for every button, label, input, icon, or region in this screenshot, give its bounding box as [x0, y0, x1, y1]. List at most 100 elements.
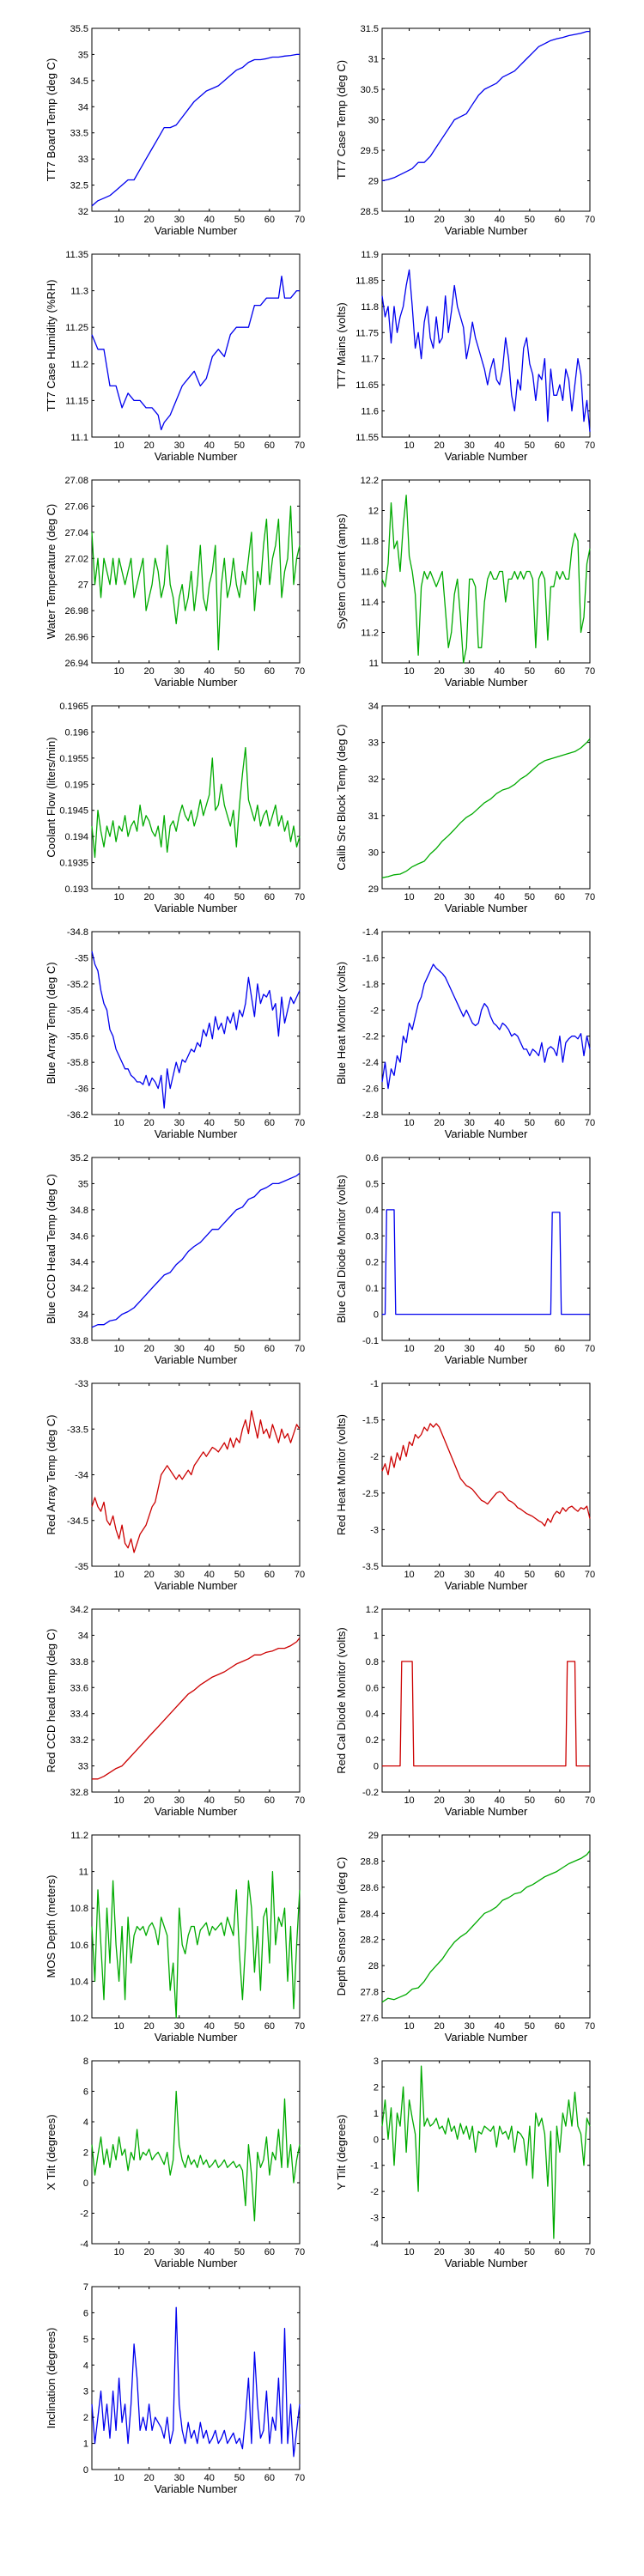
y-tick-label: -2.6 — [362, 1084, 379, 1095]
x-tick-label: 60 — [264, 1570, 275, 1580]
y-tick-label: 35.2 — [70, 1153, 88, 1163]
x-tick-label: 60 — [264, 2021, 275, 2032]
y-axis-label: Blue Cal Diode Monitor (volts) — [335, 1175, 348, 1323]
series-line — [91, 747, 301, 859]
x-axis-label: Variable Number — [155, 1127, 238, 1140]
x-tick-label: 10 — [404, 1344, 414, 1354]
y-tick-label: 27.06 — [64, 501, 88, 512]
y-tick-label: -35.8 — [67, 1058, 88, 1068]
x-tick-label: 60 — [555, 892, 565, 902]
y-tick-label: 1 — [83, 2439, 88, 2450]
plot-frame — [91, 479, 301, 664]
y-tick-label: 29 — [368, 177, 379, 187]
subplot-15: 10 20 30 40 50 60 70 32.8 33 33.2 33.4 33.6 33.8 34 34… — [45, 1605, 305, 1818]
x-tick-label: 50 — [525, 1570, 535, 1580]
x-tick-label: 70 — [585, 2021, 595, 2032]
x-tick-label: 50 — [525, 2021, 535, 2032]
x-axis-label: Variable Number — [445, 2031, 528, 2044]
x-tick-label: 10 — [404, 440, 414, 451]
y-tick-label: 4 — [83, 2117, 88, 2128]
y-tick-label: 11.3 — [70, 287, 88, 297]
series-line — [381, 30, 590, 182]
subplot-19: 10 20 30 40 50 60 70 -4 -2 0 2 4 6 8 Variable Number X … — [45, 2057, 305, 2269]
y-tick-label: -3 — [370, 2214, 379, 2224]
y-tick-label: 2 — [374, 2082, 379, 2093]
x-tick-label: 40 — [204, 2247, 215, 2257]
y-tick-label: 32 — [368, 775, 379, 785]
y-tick-label: 0 — [374, 1762, 379, 1772]
x-tick-label: 70 — [585, 1795, 595, 1806]
x-tick-label: 10 — [113, 666, 124, 677]
y-tick-label: -2 — [370, 1005, 379, 1016]
y-axis-label: Coolant Flow (liters/min) — [45, 737, 58, 857]
series-line — [91, 1410, 301, 1553]
y-tick-label: 11 — [369, 659, 379, 669]
y-tick-label: -1.6 — [362, 953, 379, 963]
x-tick-label: 70 — [295, 2247, 305, 2257]
y-tick-label: 11.55 — [355, 433, 379, 443]
x-tick-label: 20 — [434, 2021, 445, 2032]
x-axis-label: Variable Number — [155, 224, 238, 237]
y-tick-label: 11.35 — [65, 250, 88, 260]
y-tick-label: 34 — [368, 702, 379, 712]
y-tick-label: -36 — [75, 1084, 88, 1095]
subplot-18: 10 20 30 40 50 60 70 27.6 27.8 28 28.2 28.4 28.6 28.8… — [335, 1831, 595, 2044]
y-tick-label: 33 — [368, 738, 379, 749]
x-tick-label: 40 — [204, 2473, 215, 2483]
x-tick-label: 50 — [234, 440, 245, 451]
x-tick-label: 50 — [234, 666, 245, 677]
y-tick-label: 11 — [79, 1868, 88, 1878]
y-tick-label: 0.5 — [366, 1179, 379, 1189]
y-tick-label: 0.1955 — [59, 754, 88, 764]
y-tick-label: 2 — [83, 2413, 88, 2423]
x-tick-label: 10 — [113, 2021, 124, 2032]
x-tick-label: 40 — [204, 1344, 215, 1354]
x-tick-label: 60 — [555, 215, 565, 225]
x-tick-label: 30 — [174, 2473, 185, 2483]
x-axis-label: Variable Number — [155, 450, 238, 463]
subplot-5: 10 20 30 40 50 60 70 26.94 26.96 26.98 27 27.02 27.0… — [45, 476, 305, 689]
x-tick-label: 50 — [234, 1118, 245, 1128]
x-tick-label: 20 — [144, 1118, 155, 1128]
y-tick-label: 11.8 — [361, 537, 379, 547]
y-axis-label: Blue CCD Head Temp (deg C) — [45, 1174, 58, 1324]
x-tick-label: 50 — [525, 1795, 535, 1806]
series-line — [91, 1172, 301, 1328]
x-axis-label: Variable Number — [155, 2257, 238, 2269]
y-tick-label: 0.2 — [366, 1735, 379, 1746]
x-tick-label: 60 — [555, 2247, 565, 2257]
y-tick-label: 0.1 — [366, 1284, 379, 1294]
x-tick-label: 10 — [113, 215, 124, 225]
y-tick-label: 10.8 — [70, 1904, 88, 1914]
x-axis-label: Variable Number — [445, 224, 528, 237]
y-tick-label: -4 — [80, 2239, 88, 2250]
series-line — [91, 53, 300, 207]
y-axis-label: TT7 Case Humidity (%RH) — [45, 280, 58, 412]
x-tick-label: 20 — [144, 1570, 155, 1580]
y-tick-label: 33.8 — [70, 1657, 88, 1668]
x-tick-label: 40 — [204, 2021, 215, 2032]
x-tick-label: 50 — [234, 215, 245, 225]
x-tick-label: 40 — [204, 440, 215, 451]
x-tick-label: 10 — [113, 1795, 124, 1806]
y-tick-label: 29 — [368, 1831, 379, 1841]
y-tick-label: 35 — [78, 1179, 88, 1189]
y-tick-label: 27.04 — [64, 528, 88, 538]
y-tick-label: -34.8 — [67, 927, 88, 938]
y-tick-label: 30 — [368, 116, 379, 126]
x-tick-label: 70 — [585, 892, 595, 902]
y-axis-label: Calib Src Block Temp (deg C) — [335, 724, 348, 870]
y-tick-label: 0.1935 — [59, 859, 88, 869]
x-tick-label: 20 — [434, 215, 445, 225]
y-tick-label: 11.2 — [70, 360, 88, 370]
x-tick-label: 60 — [264, 215, 275, 225]
y-tick-label: 33.8 — [70, 1336, 88, 1346]
series-line — [91, 951, 301, 1109]
x-tick-label: 30 — [174, 666, 185, 677]
x-tick-label: 60 — [555, 1570, 565, 1580]
x-axis-label: Variable Number — [155, 2482, 238, 2495]
subplot-12: 10 20 30 40 50 60 70 -0.1 0 0.1 0.2 0.3 0.4 0.5 0.6 Var… — [335, 1153, 595, 1366]
x-tick-label: 40 — [495, 666, 505, 677]
y-tick-label: -2 — [370, 2187, 379, 2197]
y-tick-label: 0.4 — [366, 1206, 379, 1216]
